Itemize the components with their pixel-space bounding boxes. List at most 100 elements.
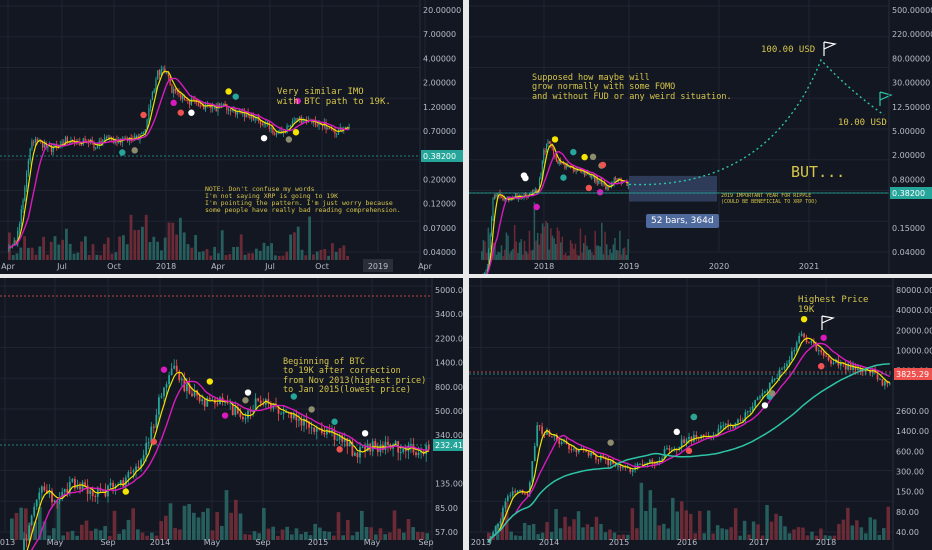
volume-bar <box>262 508 266 540</box>
volume-bar <box>182 505 187 540</box>
volume-bar <box>75 535 79 540</box>
candle-body <box>290 125 292 127</box>
candle-body <box>503 198 505 200</box>
candle-body <box>315 428 318 432</box>
annotation-projection: Supposed how maybe will grow normally wi… <box>532 73 732 102</box>
candle-body <box>244 418 247 420</box>
candle-body <box>286 125 288 134</box>
volume-bar <box>411 527 415 540</box>
candle-body <box>216 403 219 405</box>
candle-body <box>279 130 281 132</box>
volume-bar <box>271 526 275 540</box>
volume-bar <box>53 236 57 260</box>
volume-bar <box>106 237 110 260</box>
volume-bar <box>525 251 527 260</box>
volume-bar <box>765 504 769 540</box>
candle-body <box>24 187 26 201</box>
candle-body <box>584 171 586 176</box>
volume-bar <box>536 232 539 260</box>
price-tag-label: 0.38200 <box>423 152 456 161</box>
volume-bar <box>599 523 603 540</box>
x-tick-label: Apr <box>211 262 226 271</box>
candle-body <box>34 139 37 143</box>
y-tick-label: 4.00000 <box>423 54 456 63</box>
volume-bar <box>697 510 702 540</box>
candle-body <box>43 142 45 148</box>
signal-marker <box>225 88 232 95</box>
signal-marker <box>596 189 604 196</box>
volume-bar <box>87 254 91 260</box>
chart-panel-btc-full[interactable]: 80000.0040000.0020000.0010000.005000.003… <box>469 278 932 550</box>
volume-bar <box>702 533 706 540</box>
candle-body <box>25 173 28 188</box>
volume-bar <box>14 512 19 540</box>
candle-body <box>661 458 663 461</box>
volume-bar <box>563 516 567 540</box>
chart-panel-btc-2013[interactable]: 5000.00 3400.00 2200.00 1400.00 800.00 500.00… <box>0 278 463 550</box>
candle-body <box>234 406 237 415</box>
volume-bar <box>220 230 224 260</box>
signal-marker <box>690 413 698 421</box>
candle-body <box>715 434 717 436</box>
volume-bar <box>531 249 534 260</box>
candle-body <box>178 371 181 381</box>
candle-body <box>158 70 161 75</box>
volume-bar <box>163 237 167 260</box>
volume-bar <box>510 250 513 260</box>
y-tick-label: 340.00 <box>435 431 463 440</box>
candle-body <box>298 419 300 421</box>
candle-body <box>793 350 796 352</box>
volume-bar <box>693 533 697 540</box>
chart-panel-xrp-history[interactable]: 20.00000 7.00000 4.00000 2.00000 1.20000 0.70… <box>0 0 463 274</box>
x-tick-label: 2014 <box>539 538 559 547</box>
volume-bar <box>42 236 45 260</box>
candle-body <box>320 428 323 433</box>
volume-bar <box>612 532 617 540</box>
candle-body <box>135 135 138 137</box>
candle-body <box>629 467 632 472</box>
volume-bar <box>805 535 810 540</box>
volume-bar <box>19 507 23 540</box>
candle-body <box>107 137 109 139</box>
candle-body <box>529 193 531 196</box>
candle-body <box>36 139 38 142</box>
volume-bar <box>584 235 587 260</box>
candle-body <box>590 452 592 456</box>
candle-body <box>491 218 493 235</box>
candle-body <box>651 459 654 463</box>
candle-body <box>165 72 168 74</box>
y-tick-label: 1400.00 <box>435 359 463 368</box>
candle-body <box>617 465 619 467</box>
volume-bar <box>627 239 629 260</box>
volume-bar <box>610 253 613 260</box>
signal-marker <box>361 430 369 437</box>
candle-body <box>33 506 36 516</box>
volume-bar <box>528 230 531 260</box>
volume-bar <box>760 535 765 540</box>
candle-body <box>506 496 509 502</box>
x-tick-label: 2013 <box>0 538 15 547</box>
signal-marker <box>292 129 300 136</box>
volume-bar <box>251 253 254 260</box>
candle-body <box>175 365 178 372</box>
volume-bar <box>877 534 882 540</box>
candle-body <box>427 445 430 450</box>
candle-body <box>596 176 598 183</box>
candle-body <box>288 125 290 127</box>
candle-body <box>66 137 68 142</box>
chart-panel-xrp-projection[interactable]: 500.00000 220.00000 80.00000 30.00000 12.500… <box>469 0 932 274</box>
candle-body <box>663 449 666 459</box>
candle-body <box>751 406 754 411</box>
label-but: BUT... <box>791 163 846 181</box>
volume-bar <box>576 511 581 540</box>
signal-marker <box>308 406 315 413</box>
volume-bar <box>95 254 99 260</box>
candle-body <box>737 419 739 423</box>
volume-bar <box>108 535 112 540</box>
volume-bar <box>814 535 819 540</box>
volume-bar <box>66 531 70 540</box>
candle-body <box>548 141 550 144</box>
volume-bar <box>140 532 145 540</box>
volume-bar <box>482 240 485 260</box>
volume-bar <box>304 531 308 540</box>
